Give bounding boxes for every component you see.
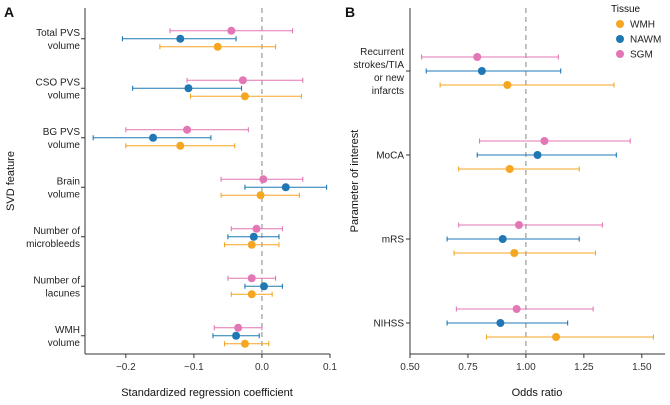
panel-a-category-label: WMH [55,325,80,336]
point-estimate-nawm [533,151,542,159]
point-estimate-wmh [240,339,249,348]
panel-a-category-label: microbleeds [26,239,80,250]
point-estimate-sgm [512,305,521,313]
point-estimate-wmh [503,81,512,89]
panel-a: Standardized regression coefficient SVD … [5,8,337,399]
legend-marker-sgm [616,50,624,58]
panel-a-category-label: Total PVS [36,28,80,39]
legend-title: Tissue [611,4,641,15]
point-estimate-sgm [259,175,268,184]
panel-a-x-axis-title: Standardized regression coefficient [121,387,293,399]
panel-b: Odds ratio Parameter of interest 0.50 0.7… [349,8,665,399]
point-estimate-wmh [176,141,185,150]
point-estimate-sgm [247,274,256,283]
panel-b-category-label: or new [374,73,405,84]
panel-a-x-tick-label: −0.2 [116,362,136,373]
panel-b-letter: B [345,4,355,20]
point-estimate-wmh [505,165,514,173]
legend: Tissue WMH NAWM SGM [611,4,661,61]
panel-a-x-tick-label: 0.0 [255,362,269,373]
point-estimate-wmh [247,240,256,249]
panel-b-x-tick-label: 1.00 [516,362,536,373]
point-estimate-wmh [256,191,265,200]
panel-b-x-tick-label: 1.50 [632,362,652,373]
point-estimate-nawm [281,183,290,192]
legend-marker-nawm [616,35,624,43]
point-estimate-sgm [540,137,549,145]
point-estimate-sgm [252,224,261,233]
panel-b-category-label: Recurrent [360,47,404,58]
point-estimate-sgm [234,323,243,332]
panel-a-letter: A [4,4,14,20]
panel-b-x-axis-title: Odds ratio [512,387,563,399]
panel-a-y-axis-title: SVD feature [5,151,17,211]
panel-a-category-label: volume [48,338,81,349]
panel-a-x-tick-label: −0.1 [184,362,204,373]
panel-a-category-label: volume [48,189,81,200]
panel-b-x-tick-label: 0.50 [400,362,420,373]
point-estimate-sgm [514,221,523,229]
point-estimate-wmh [552,333,561,341]
panel-b-y-axis-title: Parameter of interest [349,130,361,233]
point-estimate-nawm [184,84,193,93]
legend-label-nawm: NAWM [630,35,661,46]
point-estimate-wmh [247,290,256,299]
panel-b-category-label: mRS [382,235,405,246]
panel-a-category-label: Number of [33,275,80,286]
point-estimate-nawm [232,331,241,340]
panel-b-category-label: infarcts [372,86,404,97]
panel-b-x-tick-label: 0.75 [458,362,478,373]
point-estimate-nawm [249,232,258,241]
point-estimate-sgm [473,53,482,61]
panel-a-category-label: volume [48,90,81,101]
panel-a-category-label: volume [48,140,81,151]
point-estimate-nawm [498,235,507,243]
panel-a-category-label: CSO PVS [36,77,81,88]
panel-b-category-label: MoCA [376,151,404,162]
legend-label-sgm: SGM [630,50,653,61]
panel-a-x-tick-label: 0.1 [323,362,337,373]
panel-b-category-label: NIHSS [373,319,404,330]
point-estimate-sgm [238,76,247,85]
legend-marker-wmh [616,20,624,28]
panel-a-category-label: Brain [57,176,80,187]
panel-a-category-label: lacunes [46,288,80,299]
panel-b-category-label: strokes/TIA [353,60,404,71]
panel-a-category-label: Number of [33,226,80,237]
point-estimate-nawm [176,34,185,43]
point-estimate-wmh [510,249,519,257]
point-estimate-sgm [183,125,192,134]
legend-label-wmh: WMH [630,20,655,31]
panel-a-category-label: volume [48,41,81,52]
point-estimate-nawm [496,319,505,327]
point-estimate-wmh [213,42,222,51]
point-estimate-sgm [227,26,236,35]
point-estimate-wmh [240,92,249,101]
panel-b-x-tick-label: 1.25 [574,362,594,373]
panel-a-category-label: BG PVS [43,127,81,138]
point-estimate-nawm [149,133,158,142]
point-estimate-nawm [477,67,486,75]
point-estimate-nawm [259,282,268,291]
